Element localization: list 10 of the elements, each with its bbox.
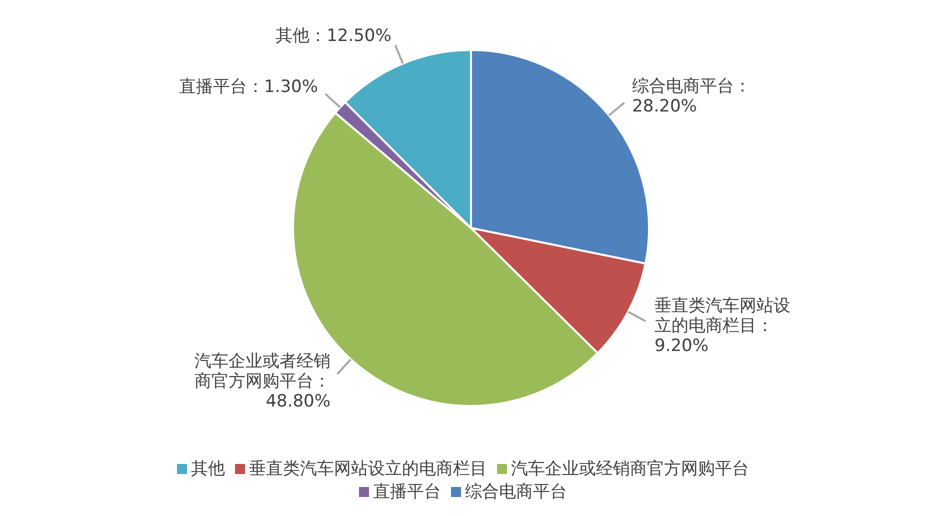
data-label: 其他：12.50% — [276, 26, 392, 46]
legend-label: 综合电商平台 — [465, 482, 567, 502]
legend-label: 汽车企业或经销商官方网购平台 — [511, 459, 749, 479]
data-label: 综合电商平台：28.20% — [632, 76, 752, 116]
data-label: 汽车企业或者经销商官方网购平台：48.80% — [194, 351, 331, 412]
legend-label: 垂直类汽车网站设立的电商栏目 — [249, 459, 487, 479]
data-label: 垂直类汽车网站设立的电商栏目：9.20% — [654, 296, 791, 356]
legend-label: 其他 — [191, 459, 225, 479]
data-label: 直播平台：1.30% — [179, 77, 318, 98]
legend-label: 直播平台 — [373, 482, 441, 502]
